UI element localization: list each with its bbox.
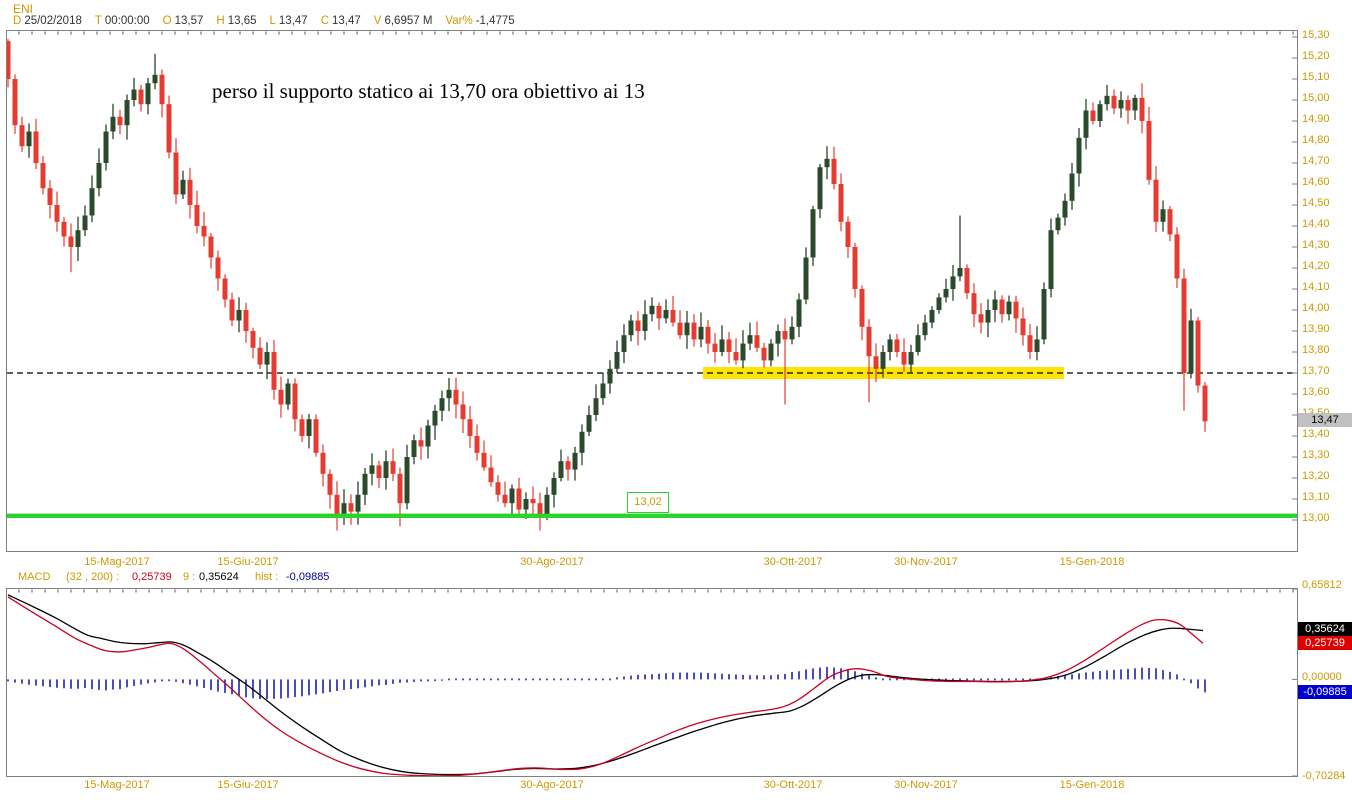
price-axis-label: 15,30: [1302, 29, 1330, 41]
date-label: 30-Ago-2017: [520, 779, 584, 791]
current-price-badge: 13,47: [1298, 413, 1352, 427]
quote-field-value: 13,65: [227, 15, 257, 27]
quote-field-label: O: [162, 15, 172, 27]
macd-axis-zero: 0,00000: [1302, 671, 1342, 683]
chart-annotation: perso il supporto statico ai 13,70 ora o…: [212, 79, 645, 103]
date-label: 30-Ott-2017: [763, 779, 823, 791]
macd-axis-max: 0,65812: [1302, 579, 1342, 591]
price-axis-label: 15,10: [1302, 71, 1330, 83]
price-axis-label: 13,70: [1302, 365, 1330, 377]
date-label: 15-Mag-2017: [84, 779, 150, 791]
date-label: 15-Giu-2017: [217, 779, 279, 791]
price-axis-label: 14,20: [1302, 260, 1330, 272]
price-axis-label: 14,70: [1302, 155, 1330, 167]
quote-field-value: 6,6957 M: [384, 15, 433, 27]
quote-field-value: 13,57: [174, 15, 204, 27]
price-axis-label: 14,80: [1302, 134, 1330, 146]
quote-field-label: D: [13, 15, 22, 27]
date-label: 30-Ago-2017: [520, 556, 584, 568]
price-axis-label: 13,80: [1302, 344, 1330, 356]
macd-params: (32 , 200) :: [66, 571, 120, 583]
price-axis-label: 14,50: [1302, 197, 1330, 209]
symbol-label: ENI: [13, 2, 34, 16]
price-axis-label: 13,90: [1302, 323, 1330, 335]
macd-value-badge: 0,25739: [1298, 636, 1352, 650]
macd-hist-value: -0,09885: [286, 571, 330, 583]
price-axis-label: 13,00: [1302, 512, 1330, 524]
price-axis-label: 13,30: [1302, 449, 1330, 461]
quote-field-label: C: [320, 15, 329, 27]
macd-chart[interactable]: [7, 588, 1297, 777]
macd-value: 0,25739: [132, 571, 172, 583]
price-axis-label: 13,60: [1302, 386, 1330, 398]
date-label: 30-Nov-2017: [894, 779, 958, 791]
macd-hist-badge: -0,09885: [1298, 685, 1352, 699]
price-axis-label: 15,00: [1302, 92, 1330, 104]
price-axis-label: 15,20: [1302, 50, 1330, 62]
quote-field-label: V: [373, 15, 382, 27]
quote-field-value: 13,47: [278, 15, 308, 27]
quote-fields: D 25/02/2018 T 00:00:00 O 13,57 H 13,65 L 13,47 C 1…: [13, 15, 528, 27]
macd-axis-min: -0,70284: [1302, 770, 1346, 782]
quote-field-label: L: [269, 15, 276, 27]
quote-field-label: H: [216, 15, 225, 27]
date-label: 15-Giu-2017: [217, 556, 279, 568]
price-axis-label: 13,10: [1302, 491, 1330, 503]
date-label: 30-Ott-2017: [763, 556, 823, 568]
date-label: 30-Nov-2017: [894, 556, 958, 568]
macd-panel[interactable]: [6, 588, 1298, 777]
quote-field-value: -1,4775: [475, 15, 515, 27]
price-axis-label: 14,60: [1302, 176, 1330, 188]
price-axis-label: 13,40: [1302, 428, 1330, 440]
macd-signal-badge: 0,35624: [1298, 622, 1352, 636]
candlestick-chart[interactable]: [5, 31, 1297, 551]
price-axis-label: 14,40: [1302, 218, 1330, 230]
price-axis-label: 14,10: [1302, 281, 1330, 293]
quote-field-value: 25/02/2018: [24, 15, 82, 27]
date-label: 15-Gen-2018: [1059, 556, 1125, 568]
macd-hist-label: hist :: [255, 571, 279, 583]
macd-title: MACD: [18, 571, 51, 583]
support-level-label: 13,02: [627, 492, 669, 513]
price-axis-label: 14,30: [1302, 239, 1330, 251]
quote-field-label: Var%: [445, 15, 473, 27]
price-axis-label: 13,20: [1302, 470, 1330, 482]
macd-signal-value: 0,35624: [199, 571, 239, 583]
macd-signal-param: 9 :: [183, 571, 196, 583]
date-label: 15-Gen-2018: [1059, 779, 1125, 791]
date-label: 15-Mag-2017: [84, 556, 150, 568]
price-chart-panel[interactable]: [5, 30, 1298, 552]
quote-field-label: T: [94, 15, 102, 27]
quote-field-value: 00:00:00: [104, 15, 150, 27]
price-axis-label: 14,00: [1302, 302, 1330, 314]
price-axis-label: 14,90: [1302, 113, 1330, 125]
quote-field-value: 13,47: [332, 15, 361, 27]
